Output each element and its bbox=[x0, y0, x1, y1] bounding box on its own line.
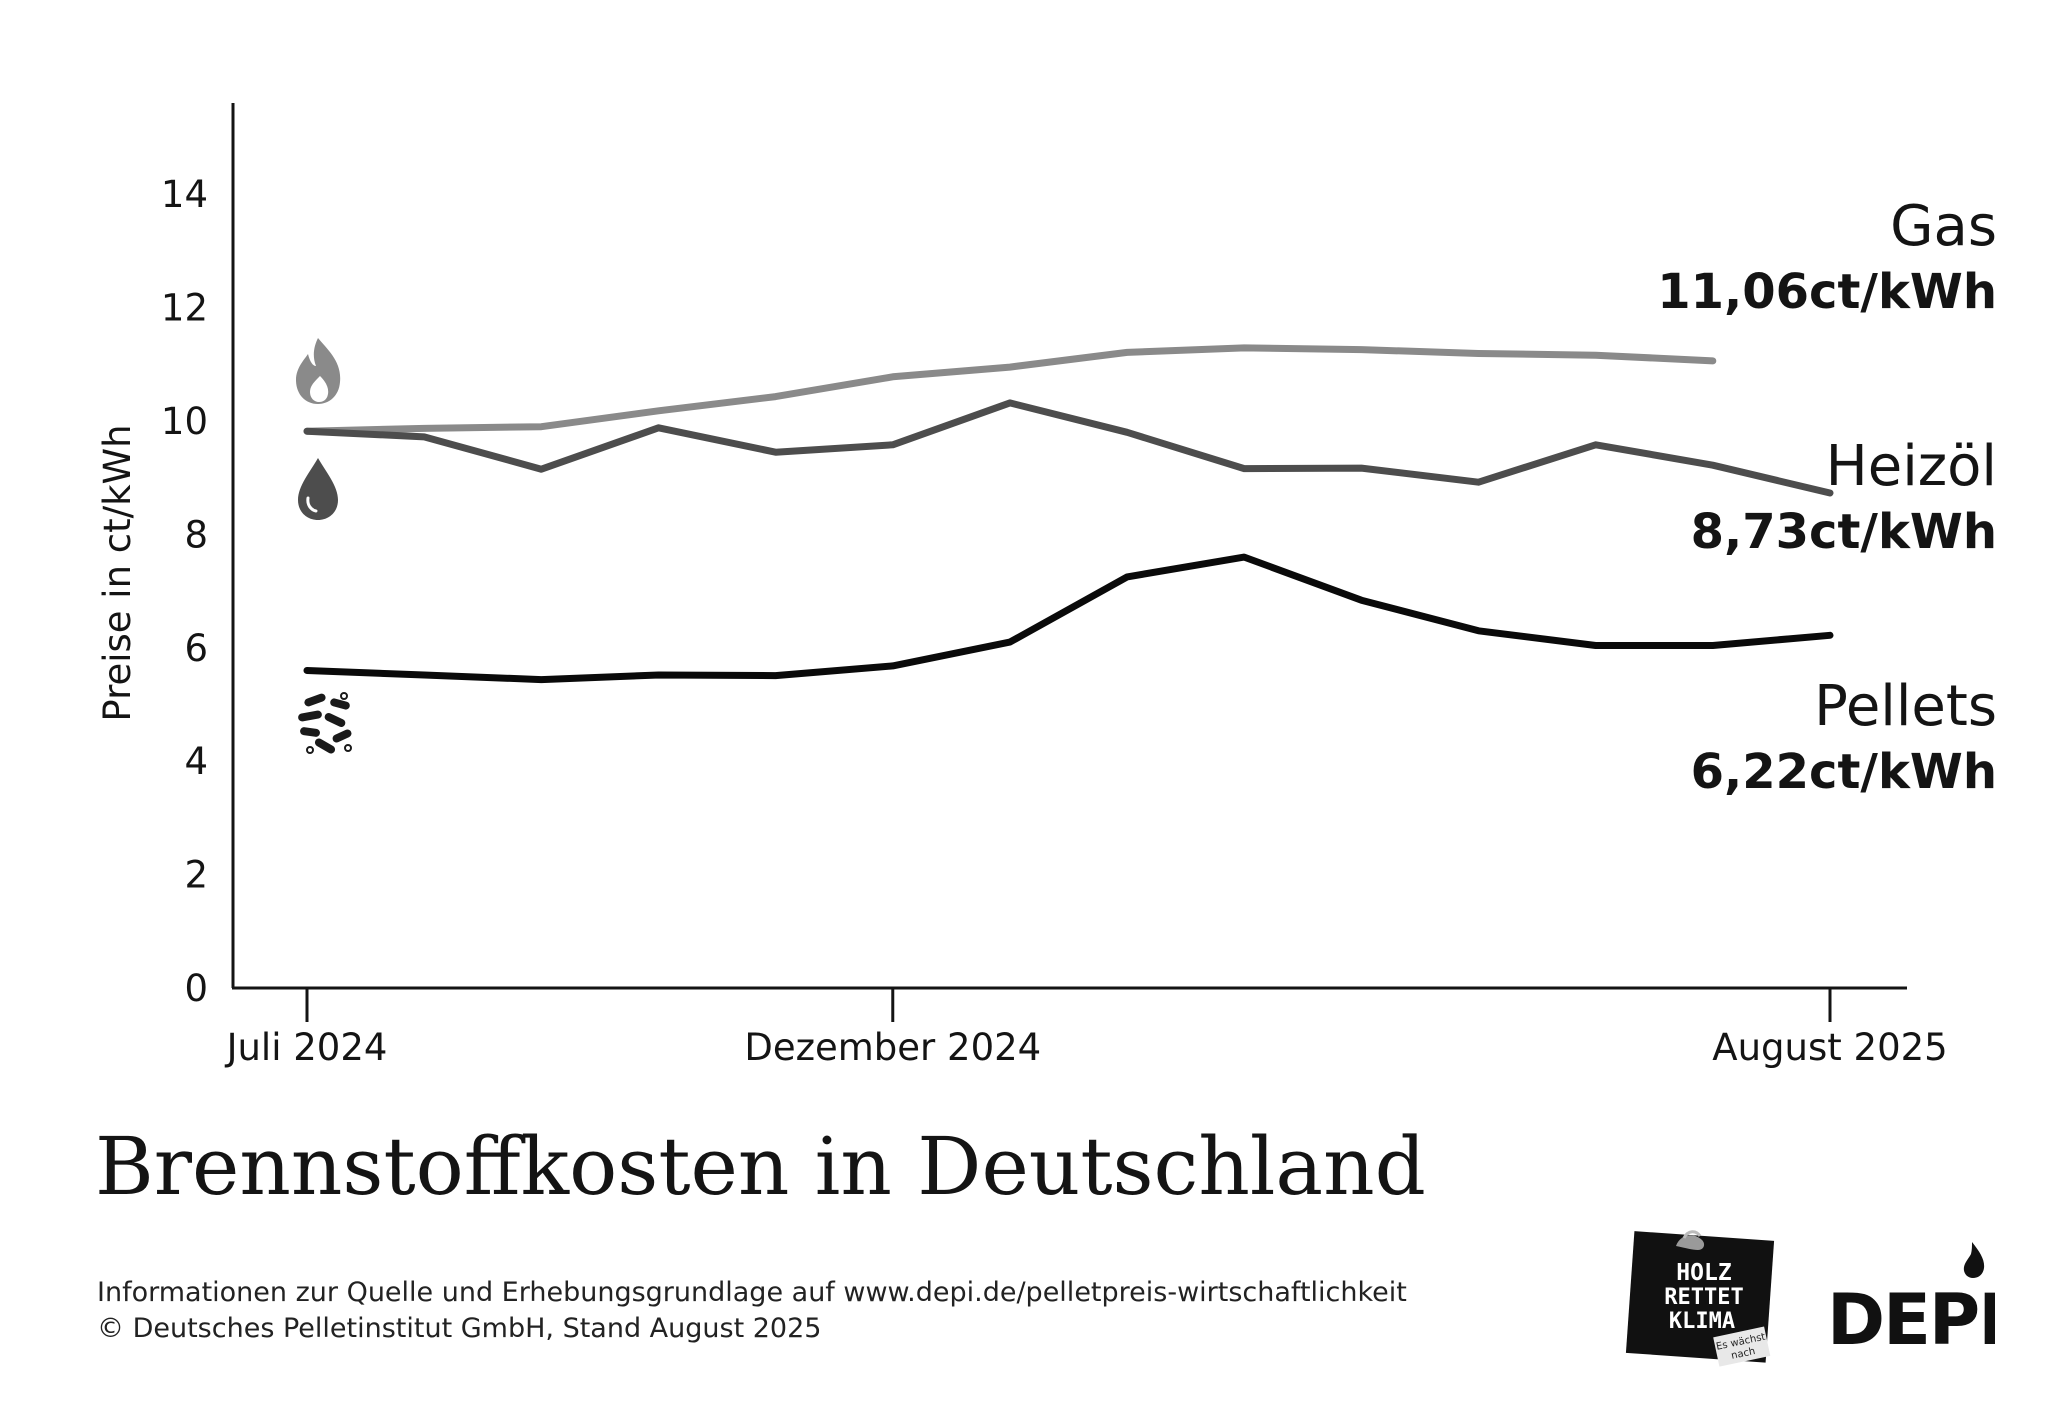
x-tick-label: Juli 2024 bbox=[225, 1026, 388, 1069]
depi-logo: DEPI bbox=[1827, 1242, 1995, 1355]
source-note-line-1: Informationen zur Quelle und Erhebungsgr… bbox=[97, 1277, 1407, 1308]
series-name-label: Gas bbox=[1890, 194, 1997, 259]
y-tick-label: 8 bbox=[184, 513, 208, 556]
y-tick-label: 10 bbox=[161, 400, 208, 443]
hrk-tag-2: nach bbox=[1730, 1346, 1756, 1362]
chart-axes bbox=[231, 103, 1907, 990]
series-value-label: 11,06ct/kWh bbox=[1657, 264, 1997, 320]
y-tick-label: 12 bbox=[161, 287, 208, 330]
series-line-pellets bbox=[303, 553, 1834, 684]
pellets-icon bbox=[298, 692, 352, 754]
series-value-label: 6,22ct/kWh bbox=[1691, 744, 1997, 800]
y-tick-label: 4 bbox=[184, 740, 208, 783]
holz-rettet-klima-logo: HOLZ RETTET KLIMA Es wächst nach bbox=[1625, 1230, 1775, 1367]
depi-wordmark: DEPI bbox=[1827, 1279, 1995, 1355]
flame-icon bbox=[296, 338, 341, 404]
series-name-label: Pellets bbox=[1814, 674, 1997, 739]
hrk-line-3: KLIMA bbox=[1669, 1309, 1735, 1334]
x-ticks: Juli 2024 Dezember 2024 August 2025 bbox=[225, 988, 1948, 1069]
y-tick-label: 6 bbox=[184, 627, 208, 670]
y-tick-label: 2 bbox=[184, 854, 208, 897]
hands-icon bbox=[1676, 1230, 1705, 1250]
y-tick-label: 14 bbox=[161, 173, 208, 216]
x-tick-label: Dezember 2024 bbox=[744, 1026, 1041, 1069]
series-line-gas bbox=[303, 344, 1717, 435]
y-tick-label: 0 bbox=[184, 967, 208, 1010]
source-note-line-2: © Deutsches Pelletinstitut GmbH, Stand A… bbox=[97, 1313, 822, 1344]
y-axis-label: Preise in ct/kWh bbox=[96, 424, 139, 721]
depi-flame-icon bbox=[1963, 1242, 1985, 1278]
chart-title: Brennstoffkosten in Deutschland bbox=[95, 1120, 1426, 1213]
hrk-line-1: HOLZ bbox=[1676, 1260, 1732, 1286]
hrk-line-2: RETTET bbox=[1664, 1285, 1743, 1310]
oil-drop-icon bbox=[298, 458, 338, 520]
series-lines bbox=[303, 344, 1834, 684]
source-note: Informationen zur Quelle und Erhebungsgr… bbox=[97, 1275, 1407, 1347]
series-name-label: Heizöl bbox=[1826, 434, 1997, 499]
y-tick-labels: 0 2 4 6 8 10 12 14 bbox=[161, 173, 208, 1010]
series-value-label: 8,73ct/kWh bbox=[1691, 504, 1997, 560]
x-tick-label: August 2025 bbox=[1712, 1026, 1947, 1069]
series-line-heizl bbox=[303, 399, 1834, 497]
